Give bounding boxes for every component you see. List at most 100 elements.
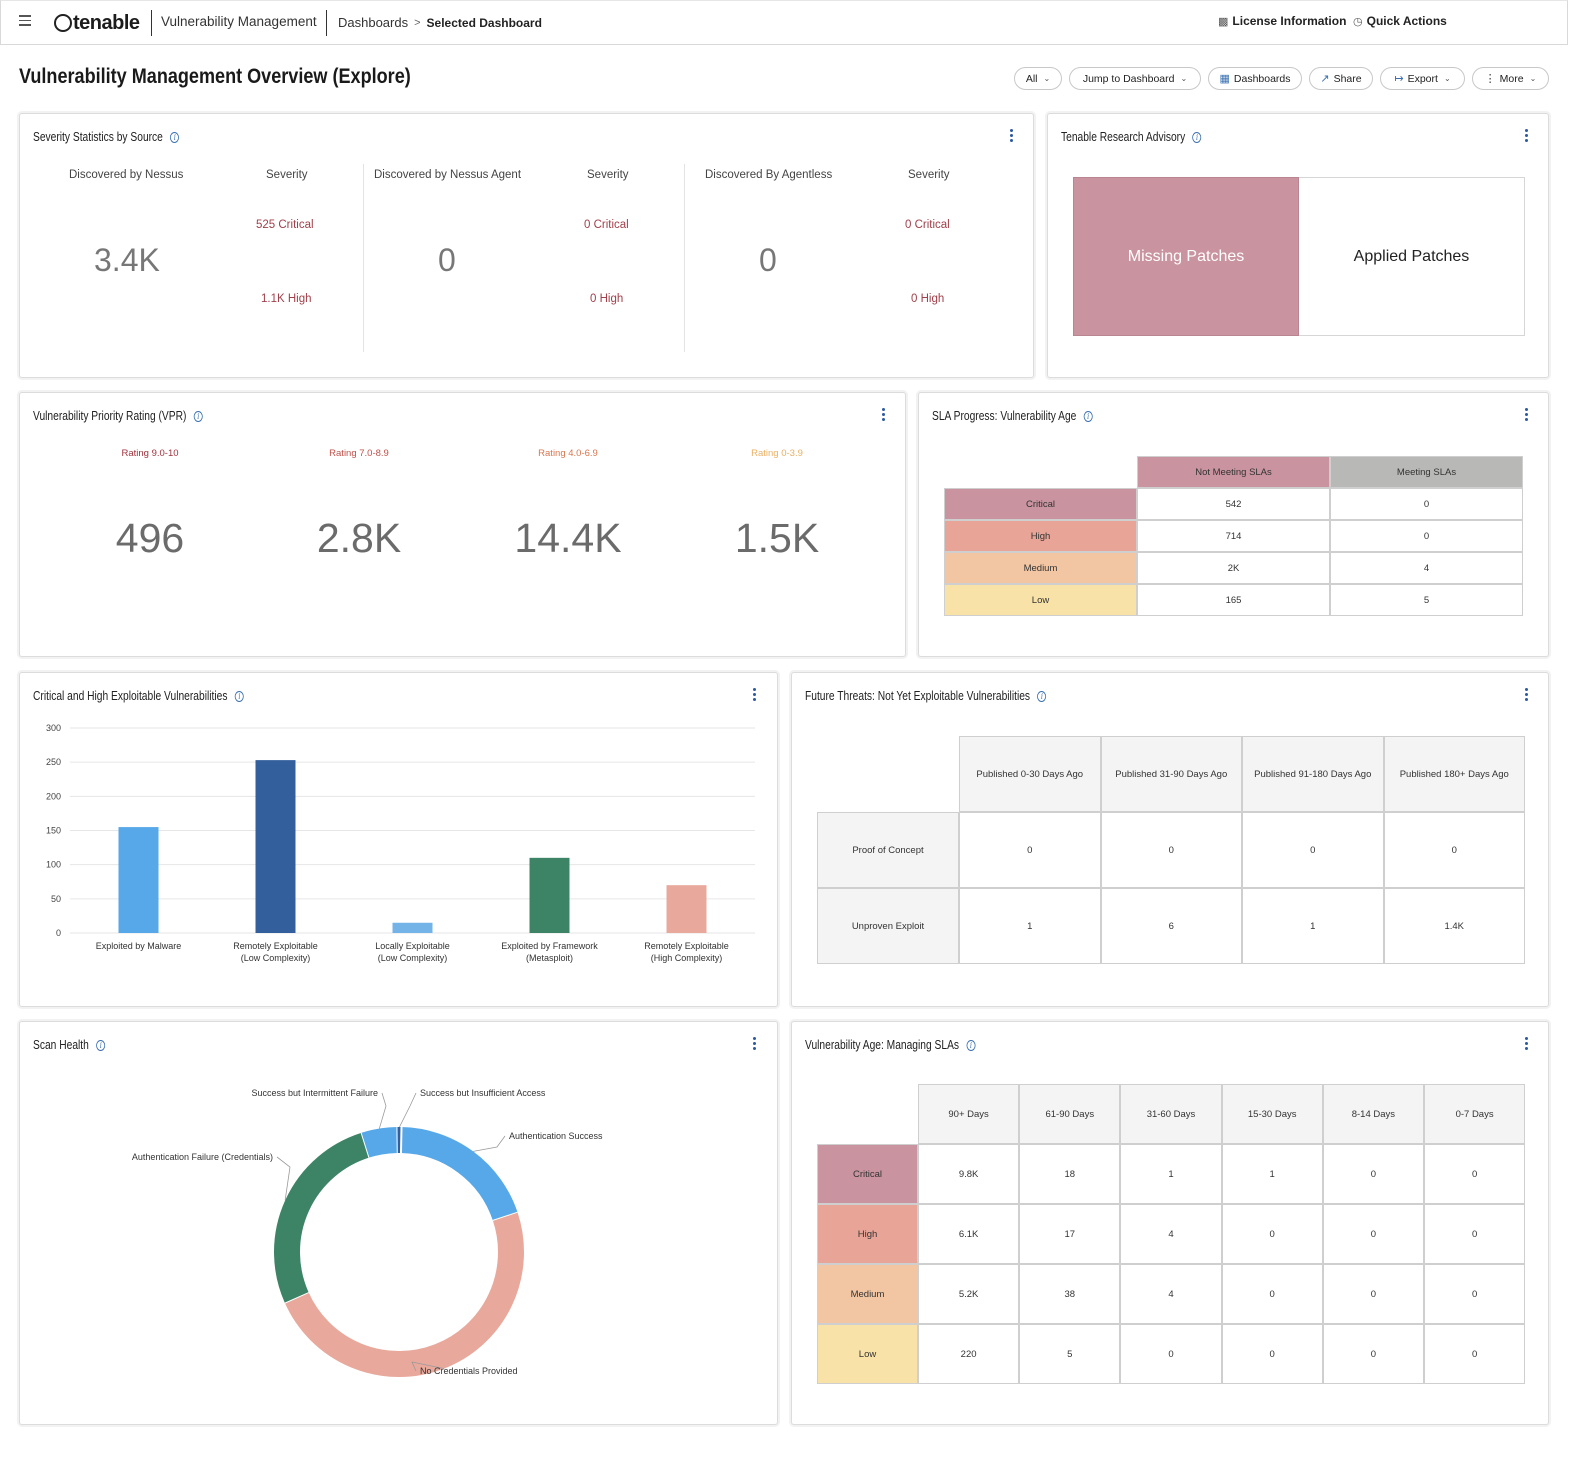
table-cell[interactable]: 165: [1137, 584, 1330, 616]
info-icon[interactable]: i: [96, 1039, 106, 1051]
clock-icon: ◷: [1353, 15, 1363, 28]
table-cell[interactable]: 0: [1322, 1144, 1424, 1204]
widget-menu-icon[interactable]: [882, 408, 886, 422]
tenable-logo[interactable]: tenable: [54, 12, 140, 34]
table-cell[interactable]: 5: [1330, 584, 1523, 616]
info-icon[interactable]: i: [170, 131, 180, 143]
y-tick-label: 250: [46, 757, 61, 767]
source-total[interactable]: 0: [438, 242, 456, 278]
y-tick-label: 150: [46, 826, 61, 836]
donut-slice[interactable]: [400, 1127, 518, 1222]
donut-slice[interactable]: [361, 1127, 399, 1158]
table-cell[interactable]: 1: [1221, 1144, 1323, 1204]
table-cell[interactable]: 38: [1019, 1264, 1121, 1324]
table-cell[interactable]: 0: [1120, 1324, 1222, 1384]
applied-patches-tile[interactable]: Applied Patches: [1299, 177, 1525, 336]
source-total[interactable]: 0: [759, 242, 777, 278]
hamburger-menu-icon[interactable]: [19, 15, 31, 27]
chevron-down-icon: ⌄: [1180, 74, 1188, 83]
bar[interactable]: [255, 760, 296, 933]
bar[interactable]: [666, 885, 707, 933]
table-cell[interactable]: 0: [1330, 488, 1523, 520]
table-cell[interactable]: 2K: [1137, 552, 1330, 584]
vpr-rating-value[interactable]: 496: [115, 515, 185, 561]
share-button[interactable]: ↗ Share: [1309, 67, 1373, 90]
high-count[interactable]: 1.1K High: [261, 293, 312, 305]
app-name[interactable]: Vulnerability Management: [161, 14, 317, 29]
table-cell[interactable]: 0: [1242, 812, 1384, 888]
table-cell[interactable]: 5.2K: [918, 1264, 1020, 1324]
export-dropdown[interactable]: ↦ Export ⌄: [1380, 67, 1465, 90]
more-dropdown[interactable]: ⋮ More ⌄: [1472, 67, 1549, 90]
table-cell[interactable]: 5: [1019, 1324, 1121, 1384]
row-header: Unproven Exploit: [817, 888, 959, 964]
critical-count[interactable]: 525 Critical: [256, 219, 314, 231]
table-cell[interactable]: 4: [1120, 1204, 1222, 1264]
table-cell[interactable]: 542: [1137, 488, 1330, 520]
info-icon[interactable]: i: [966, 1039, 976, 1051]
severity-label: Severity: [587, 169, 629, 181]
table-cell[interactable]: 0: [1322, 1324, 1424, 1384]
widget-menu-icon[interactable]: [1525, 129, 1529, 143]
chevron-down-icon: ⌄: [1443, 74, 1451, 83]
info-icon[interactable]: i: [1083, 410, 1093, 422]
bar[interactable]: [118, 827, 159, 933]
table-cell[interactable]: 9.8K: [918, 1144, 1020, 1204]
vpr-rating-value[interactable]: 2.8K: [316, 515, 402, 561]
table-cell[interactable]: 714: [1137, 520, 1330, 552]
vpr-rating-value[interactable]: 14.4K: [514, 515, 622, 561]
quick-actions-button[interactable]: ◷ Quick Actions: [1353, 14, 1447, 28]
table-cell[interactable]: 6.1K: [918, 1204, 1020, 1264]
table-cell[interactable]: 220: [918, 1324, 1020, 1384]
donut-slice[interactable]: [274, 1132, 370, 1303]
table-cell[interactable]: 0: [1221, 1324, 1323, 1384]
table-cell[interactable]: 4: [1120, 1264, 1222, 1324]
table-cell[interactable]: 1: [1242, 888, 1384, 964]
missing-patches-tile[interactable]: Missing Patches: [1073, 177, 1299, 336]
info-icon[interactable]: i: [193, 410, 203, 422]
table-cell[interactable]: 4: [1330, 552, 1523, 584]
breadcrumb-dashboards[interactable]: Dashboards: [338, 15, 409, 30]
table-cell[interactable]: 0: [1100, 812, 1242, 888]
widget-menu-icon[interactable]: [753, 1037, 757, 1051]
donut-slice[interactable]: [284, 1212, 524, 1377]
jump-to-dashboard-dropdown[interactable]: Jump to Dashboard ⌄: [1069, 67, 1201, 90]
widget-menu-icon[interactable]: [1525, 408, 1529, 422]
critical-count[interactable]: 0 Critical: [905, 219, 950, 231]
license-information-link[interactable]: ▩ License Information: [1218, 14, 1346, 28]
high-count[interactable]: 0 High: [911, 293, 945, 305]
table-cell[interactable]: 0: [959, 812, 1101, 888]
table-cell[interactable]: 17: [1019, 1204, 1121, 1264]
info-icon[interactable]: i: [1037, 690, 1047, 702]
bar[interactable]: [392, 922, 433, 933]
table-cell[interactable]: 0: [1424, 1204, 1526, 1264]
table-cell[interactable]: 0: [1322, 1204, 1424, 1264]
table-cell[interactable]: 0: [1424, 1324, 1526, 1384]
table-cell[interactable]: 1: [959, 888, 1101, 964]
widget-menu-icon[interactable]: [753, 688, 757, 702]
info-icon[interactable]: i: [234, 690, 244, 702]
table-cell[interactable]: 6: [1100, 888, 1242, 964]
dashboards-button[interactable]: ▦ Dashboards: [1208, 67, 1302, 90]
info-icon[interactable]: i: [1192, 131, 1202, 143]
table-cell[interactable]: 0: [1383, 812, 1525, 888]
table-cell[interactable]: 0: [1424, 1264, 1526, 1324]
widget-menu-icon[interactable]: [1525, 1037, 1529, 1051]
table-cell[interactable]: 0: [1424, 1144, 1526, 1204]
table-cell[interactable]: 0: [1322, 1264, 1424, 1324]
widget-menu-icon[interactable]: [1525, 688, 1529, 702]
critical-count[interactable]: 0 Critical: [584, 219, 629, 231]
widget-menu-icon[interactable]: [1010, 129, 1014, 143]
high-count[interactable]: 0 High: [590, 293, 624, 305]
table-cell[interactable]: 0: [1330, 520, 1523, 552]
source-total[interactable]: 3.4K: [94, 242, 160, 278]
table-cell[interactable]: 0: [1221, 1264, 1323, 1324]
table-cell[interactable]: 1.4K: [1383, 888, 1525, 964]
jump-to-dashboard-label: Jump to Dashboard: [1082, 72, 1175, 85]
bar[interactable]: [529, 857, 570, 933]
filter-all-dropdown[interactable]: All ⌄: [1014, 67, 1062, 90]
table-cell[interactable]: 0: [1221, 1204, 1323, 1264]
vpr-rating-value[interactable]: 1.5K: [734, 515, 820, 561]
table-cell[interactable]: 1: [1120, 1144, 1222, 1204]
table-cell[interactable]: 18: [1019, 1144, 1121, 1204]
